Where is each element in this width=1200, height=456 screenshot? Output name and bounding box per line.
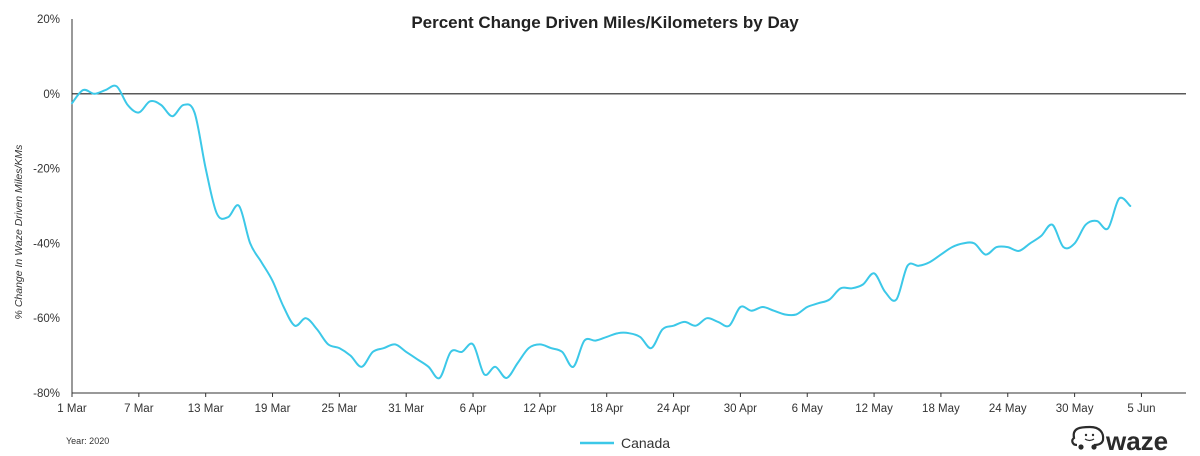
x-tick-label: 1 Mar [57,403,87,415]
legend-label: Canada [621,435,670,451]
x-tick-label: 18 May [922,403,960,415]
y-tick-label: -60% [33,313,60,325]
x-tick-label: 5 Jun [1127,403,1155,415]
x-tick-label: 30 Apr [724,403,757,415]
x-tick-label: 12 May [855,403,893,415]
x-tick-label: 19 Mar [255,403,291,415]
x-tick-label: 30 May [1056,403,1094,415]
y-axis-ticks: 20% 0% -20% -40% -60% -80% [33,14,60,400]
x-tick-label: 13 Mar [188,403,224,415]
x-tick-label: 31 Mar [388,403,424,415]
x-tick-label: 6 May [792,403,824,415]
x-tick-label: 25 Mar [321,403,357,415]
waze-logo: waze [1071,425,1168,456]
series-line-canada [71,84,1132,380]
y-tick-label: 0% [43,89,60,101]
x-tick-label: 24 Apr [657,403,690,415]
y-tick-label: -80% [33,388,60,400]
y-tick-label: -40% [33,238,60,250]
chart-title: Percent Change Driven Miles/Kilometers b… [411,13,799,32]
footnote: Year: 2020 [66,436,109,446]
x-tick-label: 24 May [989,403,1027,415]
y-tick-label: 20% [37,14,60,26]
y-tick-label: -20% [33,164,60,176]
x-tick-label: 12 Apr [523,403,556,415]
x-tick-label: 18 Apr [590,403,623,415]
x-tick-label: 6 Apr [460,403,487,415]
waze-logo-text: waze [1105,426,1168,456]
waze-icon [1071,425,1105,450]
x-tick-label: 7 Mar [124,403,154,415]
x-axis-ticks: 1 Mar 7 Mar 13 Mar 19 Mar 25 Mar 31 Mar 6 Apr 1… [57,393,1156,415]
y-axis-label: % Change In Waze Driven Miles/KMs [13,144,25,320]
